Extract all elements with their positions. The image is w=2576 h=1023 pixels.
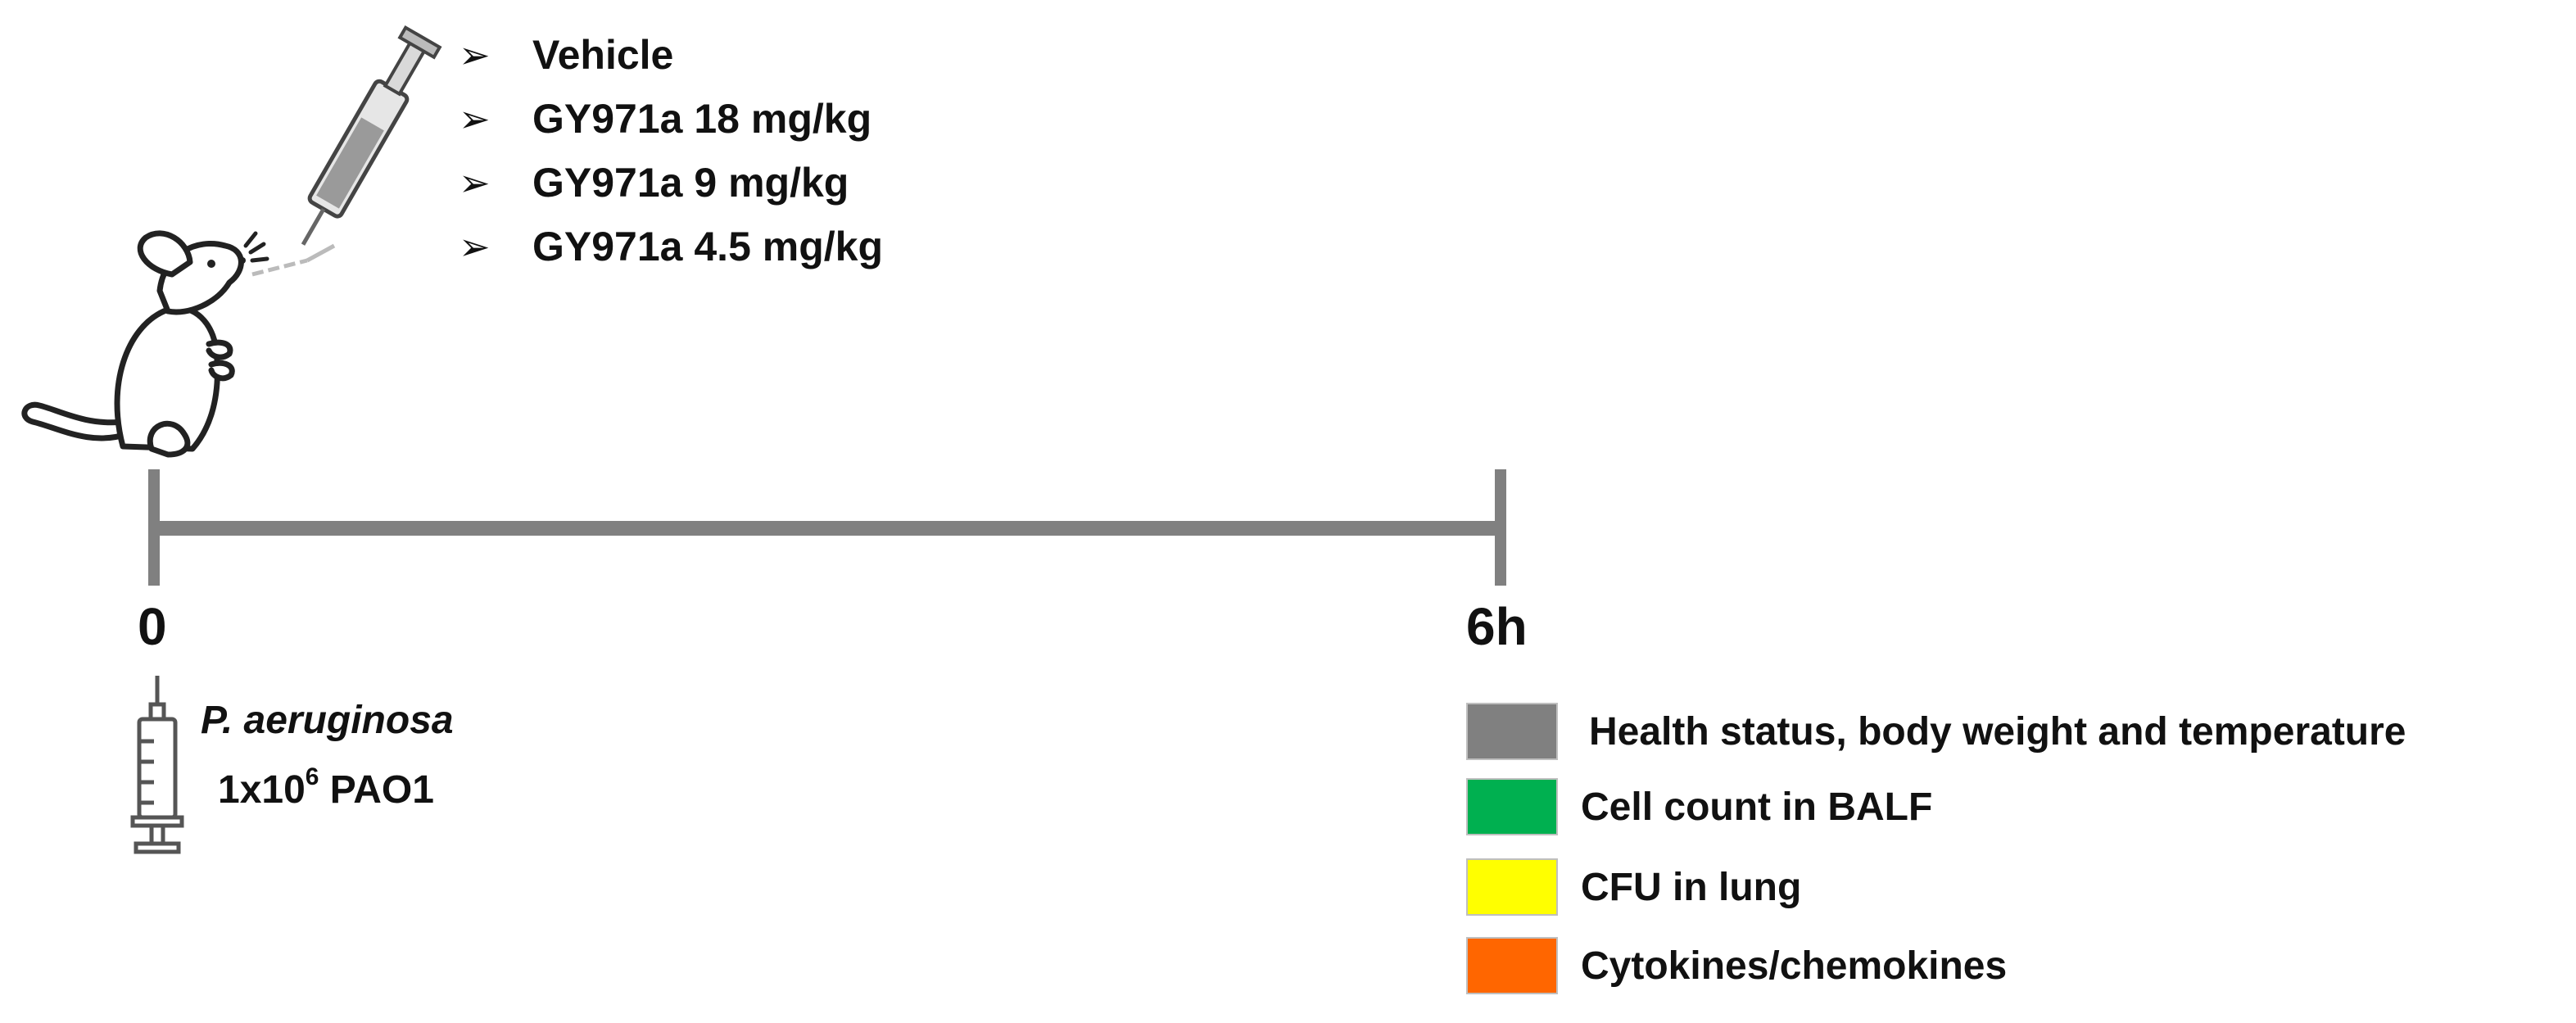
legend-label: Cytokines/chemokines <box>1581 944 2008 988</box>
arrow-right-outline-icon: ➢ <box>459 97 491 140</box>
legend-label: CFU in lung <box>1581 865 1802 909</box>
treatment-item: ➢ GY971a 18 mg/kg <box>459 87 883 151</box>
treatment-list: ➢ Vehicle ➢ GY971a 18 mg/kg ➢ GY971a 9 mg/kg ➢… <box>459 23 883 278</box>
mouse-icon <box>21 230 269 458</box>
legend-swatch <box>1466 937 1558 994</box>
timeline <box>148 469 1506 586</box>
treatment-label: Vehicle <box>532 32 674 78</box>
legend-item: Cytokines/chemokines <box>1466 937 2007 994</box>
arrow-right-outline-icon: ➢ <box>459 34 491 76</box>
legend-label: Cell count in BALF <box>1581 785 1933 829</box>
legend-swatch <box>1466 778 1558 835</box>
infection-organism: P. aeruginosa <box>201 699 454 742</box>
legend-swatch <box>1466 703 1558 760</box>
legend-label: Health status, body weight and temperatu… <box>1589 709 2406 754</box>
legend-swatch <box>1466 858 1558 916</box>
arrow-right-outline-icon: ➢ <box>459 161 491 204</box>
spray-line <box>251 243 336 277</box>
infection-dose: 1x106 PAO1 <box>218 763 434 813</box>
legend-item: Cell count in BALF <box>1466 778 1932 835</box>
treatment-syringe-icon <box>301 25 442 246</box>
infection-syringe-icon <box>130 676 184 854</box>
treatment-item: ➢ GY971a 4.5 mg/kg <box>459 215 883 278</box>
treatment-item: ➢ GY971a 9 mg/kg <box>459 151 883 215</box>
treatment-item: ➢ Vehicle <box>459 23 883 87</box>
dose-exponent: 6 <box>305 763 319 790</box>
dose-suffix: PAO1 <box>319 768 434 812</box>
treatment-label: GY971a 18 mg/kg <box>532 96 872 142</box>
treatment-label: GY971a 9 mg/kg <box>532 160 849 206</box>
arrow-right-outline-icon: ➢ <box>459 225 491 268</box>
legend-item: CFU in lung <box>1466 858 1801 916</box>
legend-item: Health status, body weight and temperatu… <box>1466 703 2406 760</box>
dose-prefix: 1x10 <box>218 768 306 812</box>
treatment-label: GY971a 4.5 mg/kg <box>532 224 884 269</box>
timeline-start-label: 0 <box>138 597 167 656</box>
timeline-end-label: 6h <box>1466 597 1528 656</box>
